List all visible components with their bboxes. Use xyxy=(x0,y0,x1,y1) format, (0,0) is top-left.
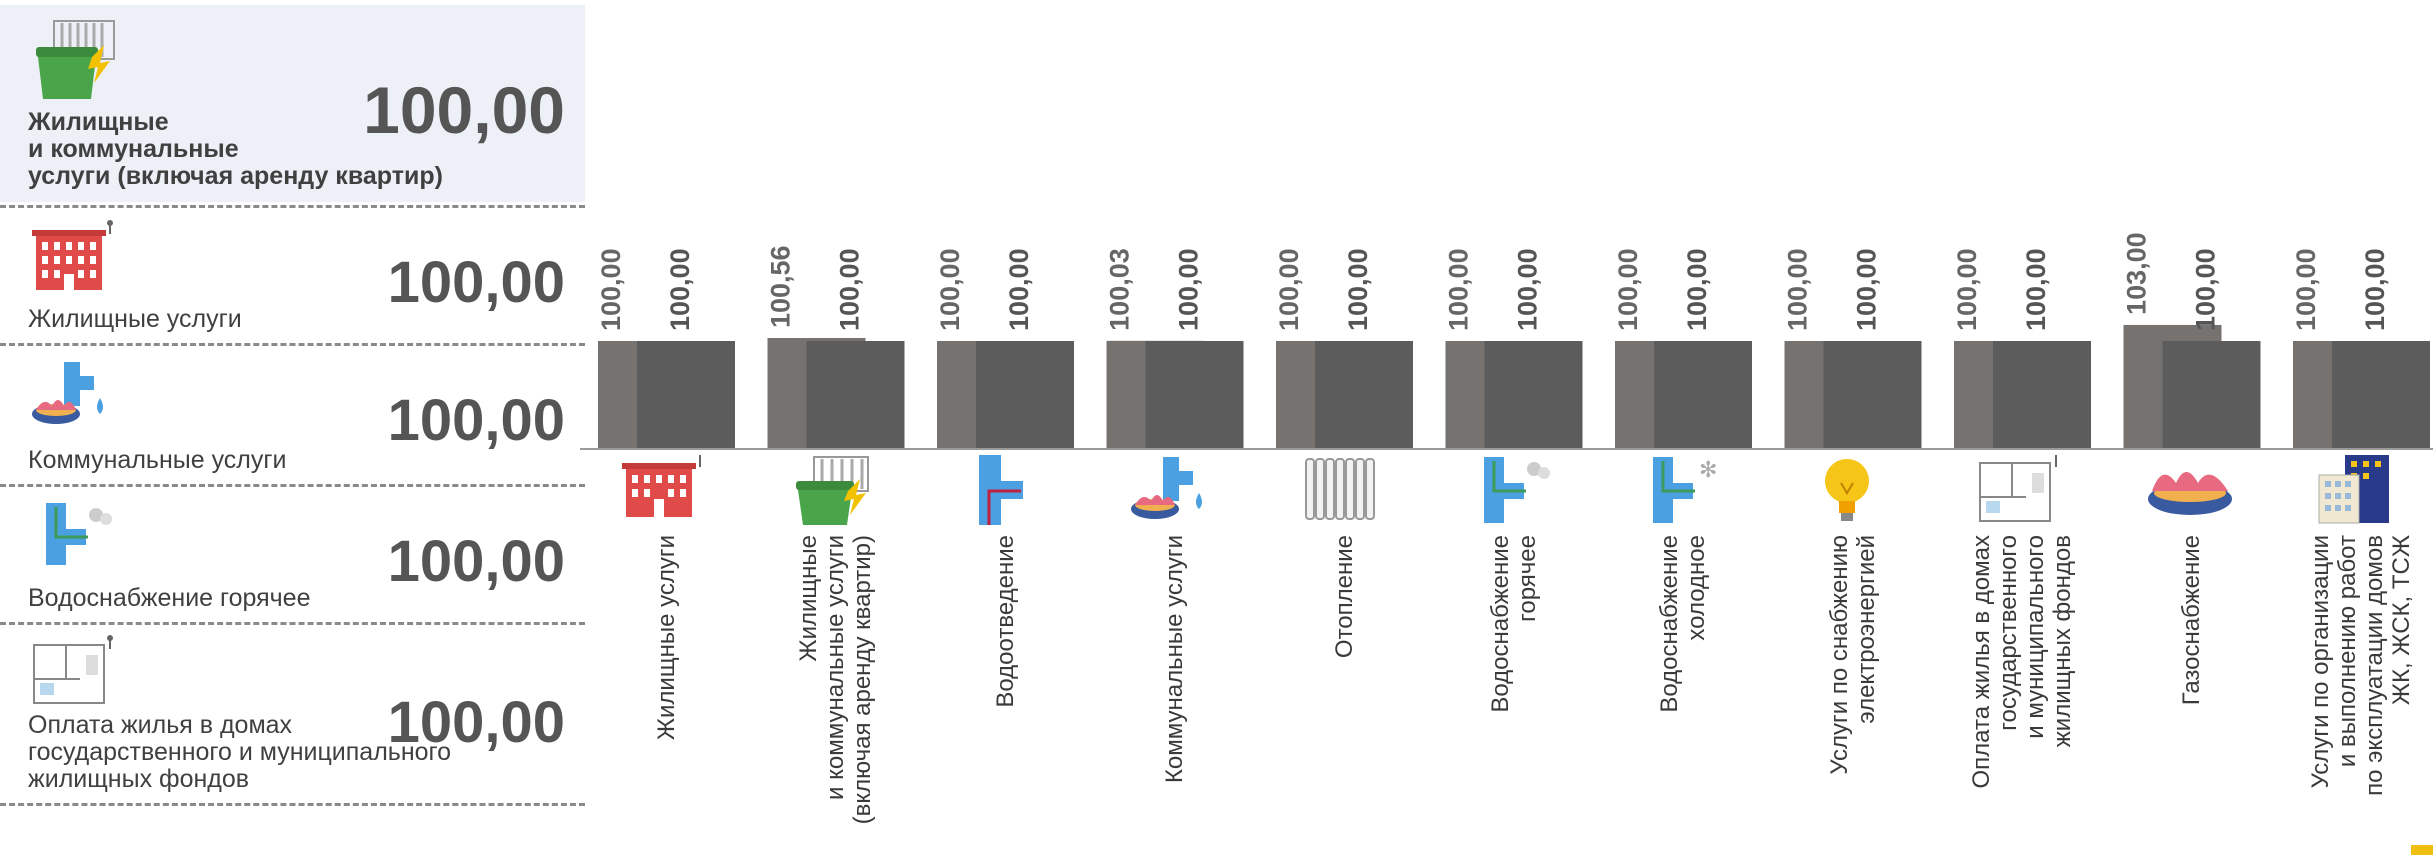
hot-water-pipe-icon xyxy=(1483,457,1550,523)
summary-label-housing: Жилищные услуги xyxy=(28,305,242,333)
hot-water-pipe-icon xyxy=(46,503,112,565)
summary-value-housing-communal: 100,00 xyxy=(363,73,565,147)
chart-canvas: 100,00 100,00 100,56 100,00 100,00 100,00 100,… xyxy=(580,232,2433,450)
bar-series2-10 xyxy=(2332,341,2430,448)
category-label-6: Водоснабжение холодное xyxy=(1656,535,1710,713)
category-label-10: Услуги по организации и выполнению работ… xyxy=(2307,535,2415,796)
value-label-series2-0: 100,00 xyxy=(665,248,695,331)
value-label-series1-0: 100,00 xyxy=(596,248,626,331)
value-label-series2-6: 100,00 xyxy=(1682,248,1712,331)
bar-series2-4 xyxy=(1315,341,1413,448)
value-label-series1-3: 100,03 xyxy=(1105,248,1135,331)
category-label-8: Оплата жилья в домах государственного и … xyxy=(1968,535,2076,789)
garbage-bin-radiator-icon xyxy=(36,20,115,99)
value-label-series2-4: 100,00 xyxy=(1343,248,1373,331)
bar-series2-3 xyxy=(1145,341,1244,448)
value-label-series1-7: 100,00 xyxy=(1783,248,1813,331)
divider xyxy=(0,803,585,806)
svg-text:✻: ✻ xyxy=(1699,457,1717,482)
value-label-series1-10: 100,00 xyxy=(2291,248,2321,331)
summary-value-communal: 100,00 xyxy=(387,388,565,453)
category-label-4: Отопление xyxy=(1330,535,1358,659)
divider xyxy=(0,484,585,487)
summary-panel: Жилищные и коммунальные услуги (включая … xyxy=(0,0,590,855)
summary-label-housing-communal: Жилищные и коммунальные услуги (включая … xyxy=(28,108,443,190)
summary-value-hot-water: 100,00 xyxy=(387,529,565,594)
value-label-series1-5: 100,00 xyxy=(1444,248,1474,331)
category-label-5: Водоснабжение горячее xyxy=(1486,535,1541,713)
bar-series2-1 xyxy=(806,341,905,448)
category-label-2: Водоотведение xyxy=(991,535,1019,708)
value-label-series1-1: 100,56 xyxy=(766,245,796,328)
summary-value-housing: 100,00 xyxy=(387,250,565,315)
category-label-0: Жилищные услуги xyxy=(652,535,680,741)
drain-pipe-icon xyxy=(979,455,1023,525)
apartment-building-icon xyxy=(32,220,113,290)
value-label-series2-3: 100,00 xyxy=(1174,248,1204,331)
bar-series2-7 xyxy=(1823,341,1922,448)
category-label-7: Услуги по снабжению электроэнергией xyxy=(1825,535,1880,775)
bar-series2-8 xyxy=(1993,341,2091,448)
bar-chart: 100,00 100,00 100,56 100,00 100,00 100,00 100,… xyxy=(580,0,2433,855)
light-bulb-icon xyxy=(1824,459,1869,521)
bar-series2-2 xyxy=(976,341,1074,448)
bar-series2-0 xyxy=(637,341,735,448)
value-label-series1-6: 100,00 xyxy=(1613,248,1643,331)
summary-label-hot-water: Водоснабжение горячее xyxy=(28,584,311,612)
value-label-series2-2: 100,00 xyxy=(1004,248,1034,331)
summary-value-state-housing: 100,00 xyxy=(387,690,565,755)
bar-series2-9 xyxy=(2162,341,2261,448)
bar-series2-6 xyxy=(1654,341,1752,448)
value-label-series2-9: 100,00 xyxy=(2191,248,2221,331)
pipe-gas-burner-icon xyxy=(1130,457,1202,519)
summary-label-communal: Коммунальные услуги xyxy=(28,446,287,474)
divider xyxy=(0,343,585,346)
value-label-series1-8: 100,00 xyxy=(1952,248,1982,331)
floor-plan-icon xyxy=(33,635,113,704)
summary-row-communal: Коммунальные услуги 100,00 xyxy=(0,346,585,484)
category-label-1: Жилищные и коммунальные услуги (включая … xyxy=(795,535,876,825)
summary-row-state-housing: Оплата жилья в домах государственного и … xyxy=(0,625,585,803)
apartment-building-icon xyxy=(622,455,701,517)
value-label-series1-9: 103,00 xyxy=(2122,232,2152,315)
summary-label-state-housing: Оплата жилья в домах государственного и … xyxy=(28,711,451,793)
bar-series2-5 xyxy=(1484,341,1583,448)
divider xyxy=(0,205,585,208)
radiator-icon xyxy=(1305,458,1375,520)
category-label-9: Газоснабжение xyxy=(2178,535,2205,706)
value-label-series2-1: 100,00 xyxy=(835,248,865,331)
value-label-series1-2: 100,00 xyxy=(935,248,965,331)
office-building-icon xyxy=(2318,455,2389,524)
summary-row-housing: Жилищные услуги 100,00 xyxy=(0,208,585,343)
category-label-3: Коммунальные услуги xyxy=(1161,535,1188,784)
summary-row-housing-communal: Жилищные и коммунальные услуги (включая … xyxy=(0,5,585,202)
cold-water-pipe-icon: ✻ xyxy=(1653,457,1717,523)
value-label-series1-4: 100,00 xyxy=(1274,248,1304,331)
corner-accent xyxy=(2411,845,2433,855)
value-label-series2-10: 100,00 xyxy=(2360,248,2390,331)
pipe-gas-burner-icon xyxy=(32,362,103,424)
value-label-series2-5: 100,00 xyxy=(1513,248,1543,331)
divider xyxy=(0,622,585,625)
gas-burner-icon xyxy=(2147,472,2232,515)
value-label-series2-8: 100,00 xyxy=(2021,248,2051,331)
floor-plan-icon xyxy=(1979,455,2057,522)
summary-row-hot-water: Водоснабжение горячее 100,00 xyxy=(0,487,585,622)
value-label-series2-7: 100,00 xyxy=(1852,248,1882,331)
garbage-bin-radiator-icon xyxy=(795,456,869,525)
